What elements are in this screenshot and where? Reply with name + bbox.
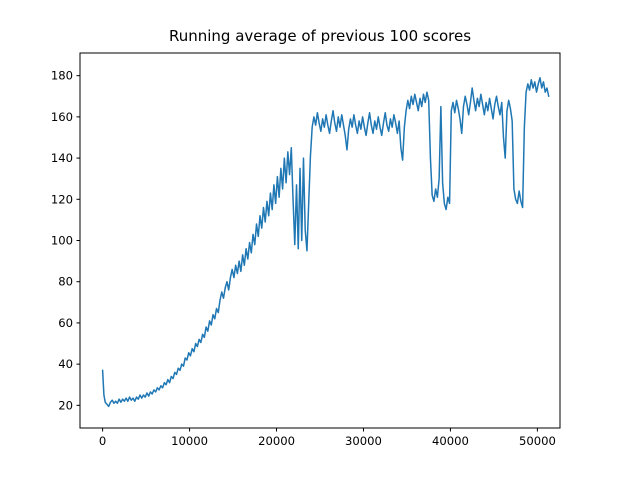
running-average-line [101, 76, 550, 408]
x-tick-label: 0 [99, 434, 106, 448]
y-tick-label: 40 [58, 357, 73, 371]
x-tick-label: 40000 [432, 434, 469, 448]
y-tick-label: 180 [51, 69, 73, 83]
y-tick-label: 20 [58, 398, 73, 412]
y-tick-label: 160 [51, 110, 73, 124]
y-tick-label: 140 [51, 151, 73, 165]
chart-title: Running average of previous 100 scores [168, 27, 472, 45]
x-tick-label: 10000 [171, 434, 208, 448]
y-tick-label: 80 [58, 275, 73, 289]
y-tick-label: 60 [58, 316, 73, 330]
x-tick-label: 30000 [345, 434, 382, 448]
x-tick-label: 20000 [258, 434, 295, 448]
y-tick-label: 120 [51, 192, 73, 206]
y-tick-label: 100 [51, 234, 73, 248]
x-tick-label: 50000 [519, 434, 556, 448]
